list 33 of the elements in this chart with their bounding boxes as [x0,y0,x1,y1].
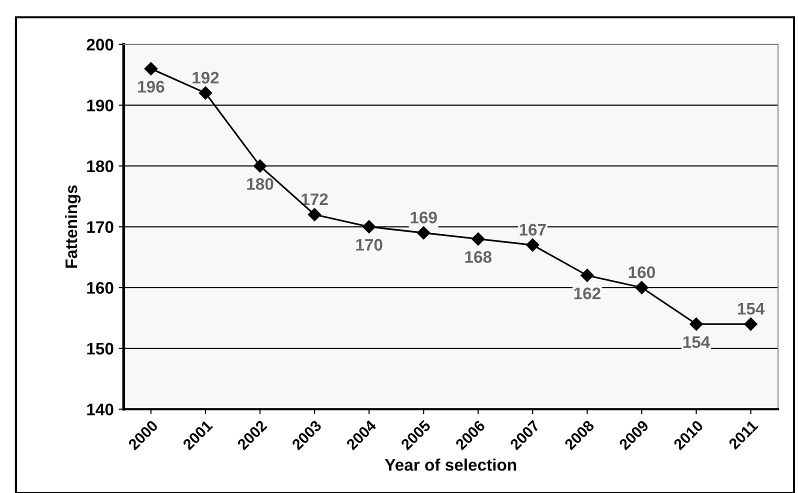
data-label: 154 [683,336,710,348]
data-label: 172 [302,193,328,206]
y-tick-label: 170 [87,221,114,233]
point [635,280,648,294]
y-tick-label: 200 [86,38,114,51]
data-label: 168 [465,251,492,263]
point [198,86,212,100]
point [580,268,594,282]
data-label: 192 [192,72,219,84]
data-label: 162 [574,288,600,300]
data-label: 180 [247,178,274,190]
point [144,62,158,76]
data-label: 154 [738,303,765,315]
data-label: 160 [628,266,655,278]
data-label: 170 [356,238,382,251]
y-tick-label: 160 [87,282,114,294]
point [308,208,322,222]
y-axis-title: Fattenings [65,185,81,268]
y-tick-label: 150 [87,342,114,355]
y-tick-label: 140 [87,404,114,416]
point [362,220,376,234]
point [690,317,703,331]
y-tick-label: 190 [87,100,114,112]
data-label: 167 [520,224,546,236]
point [744,317,758,331]
point [472,232,485,246]
point [253,159,267,173]
point [417,226,430,240]
y-tick-label: 180 [87,160,114,172]
data-label: 196 [138,80,164,93]
point [526,238,540,252]
x-axis-title: Year of selection [384,458,516,471]
data-label: 169 [410,212,437,224]
